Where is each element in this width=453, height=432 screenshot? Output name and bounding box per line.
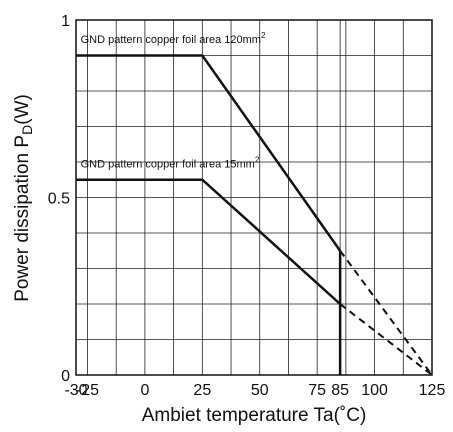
series-label-superscript: 2 <box>261 31 266 40</box>
y-tick-label: 1 <box>61 13 70 30</box>
series-label-text: GND pattern copper foil area 15mm <box>81 158 255 170</box>
y-axis-title: Power dissipation PD(W) <box>12 94 35 302</box>
y-axis-title-main: Power dissipation P <box>12 135 33 302</box>
x-tick-label: 0 <box>140 382 149 399</box>
series-line-solid <box>76 178 341 305</box>
tick-labels: -30-25 0 25 50 75 85 100 125 0 0.5 1 <box>48 13 446 399</box>
series-label-superscript: 2 <box>255 155 260 164</box>
y-axis-title-unit: (W) <box>12 94 33 125</box>
y-axis-title-subscript: D <box>19 125 35 135</box>
series-line-dashed <box>339 250 433 376</box>
series-line-dashed <box>339 303 433 376</box>
x-tick-label: 50 <box>251 382 269 399</box>
x-axis-title: Ambiet temperature Ta(˚C) <box>142 405 367 426</box>
x-tick-label: 85 <box>331 382 349 399</box>
series-label: GND pattern copper foil area 120mm2 <box>81 31 266 46</box>
x-tick-label: 100 <box>361 382 388 399</box>
x-tick-label: -25 <box>76 382 99 399</box>
x-tick-label: 125 <box>419 382 446 399</box>
series-line-solid <box>76 54 342 252</box>
series-label-text: GND pattern copper foil area 120mm <box>81 34 261 46</box>
y-tick-label: 0.5 <box>48 191 70 208</box>
series-label: GND pattern copper foil area 15mm2 <box>81 155 260 170</box>
series-lines <box>76 54 433 376</box>
grid <box>76 20 432 375</box>
y-tick-label: 0 <box>61 368 70 385</box>
x-tick-label: 75 <box>308 382 326 399</box>
x-tick-label: 25 <box>193 382 211 399</box>
x-tick-label: -30 <box>64 382 87 399</box>
plot-frame <box>75 19 433 376</box>
